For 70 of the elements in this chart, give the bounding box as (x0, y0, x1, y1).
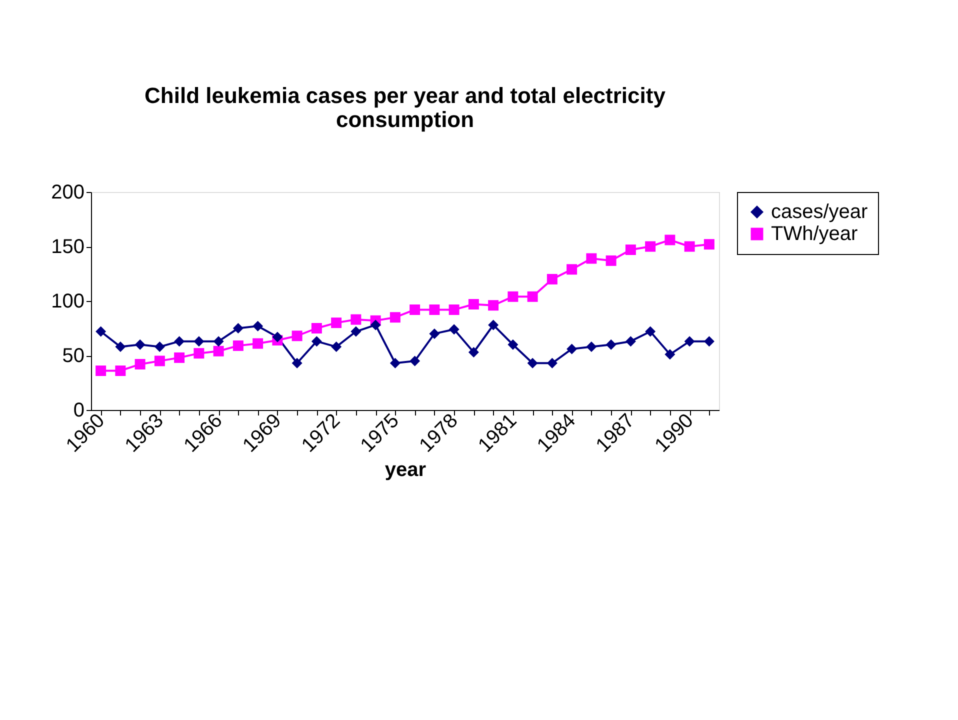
point (645, 326, 656, 337)
point (115, 366, 126, 376)
point (174, 352, 185, 363)
y-tick-label: 150 (51, 236, 84, 258)
point (213, 336, 224, 347)
point (194, 336, 204, 347)
point (134, 339, 146, 350)
point (625, 336, 636, 347)
point (704, 336, 714, 347)
point (684, 336, 695, 347)
y-tick-label: 50 (62, 345, 84, 367)
point (606, 255, 616, 266)
point (213, 346, 224, 356)
point (566, 264, 578, 275)
point (232, 323, 244, 334)
point (292, 330, 302, 342)
point (331, 342, 342, 352)
legend-label: TWh/year (771, 223, 858, 245)
point (664, 349, 676, 360)
point (468, 299, 479, 310)
point (292, 358, 302, 368)
chart-title: Child leukemia cases per year and total electricity consumption (144, 83, 666, 132)
point (410, 304, 420, 315)
point (684, 241, 695, 252)
point (96, 366, 106, 376)
point (488, 300, 499, 311)
point (96, 326, 106, 337)
point (252, 338, 264, 349)
point (586, 253, 597, 264)
point (252, 320, 264, 332)
point (311, 336, 322, 347)
point (311, 323, 322, 334)
point (448, 324, 460, 335)
x-axis-title: year (384, 459, 426, 482)
legend-label: cases/year (771, 201, 868, 223)
point (350, 314, 362, 325)
point (527, 291, 538, 302)
point (566, 344, 578, 354)
point (174, 336, 185, 347)
point (625, 244, 636, 256)
point (194, 348, 204, 359)
point (154, 342, 165, 352)
point (645, 241, 656, 252)
point (272, 332, 283, 342)
point (508, 339, 518, 350)
y-tick-label: 100 (51, 290, 84, 312)
point (448, 304, 460, 315)
point (154, 356, 165, 366)
point (390, 312, 400, 323)
point (410, 356, 420, 366)
point (350, 326, 362, 337)
point (546, 274, 558, 284)
point (704, 239, 714, 250)
point (134, 358, 146, 370)
point (429, 304, 440, 315)
point (546, 358, 558, 368)
point (664, 234, 676, 246)
point (370, 320, 381, 330)
y-tick-label: 200 (51, 182, 84, 204)
point (232, 340, 244, 351)
point (115, 342, 126, 352)
point (468, 346, 479, 358)
point (488, 320, 499, 330)
point (508, 291, 518, 302)
point (586, 342, 597, 352)
point (606, 339, 616, 350)
point (527, 358, 538, 368)
point (390, 358, 400, 368)
point (429, 328, 440, 339)
point (331, 318, 342, 328)
